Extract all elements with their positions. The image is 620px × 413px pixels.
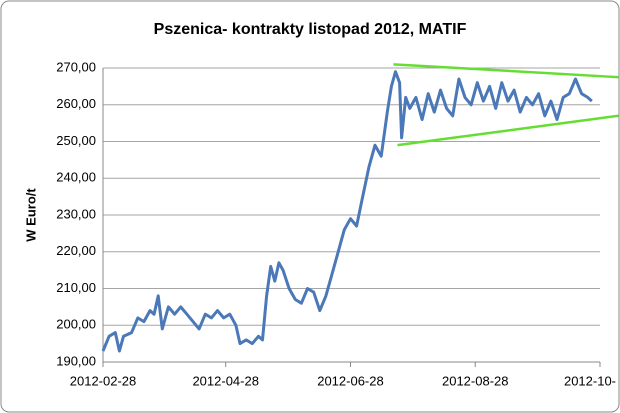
y-tick-label: 210,00 (56, 280, 96, 295)
y-tick-label: 270,00 (56, 59, 96, 74)
y-tick-label: 190,00 (56, 353, 96, 368)
x-tick-label: 2012-04-28 (192, 373, 259, 388)
y-tick-label: 200,00 (56, 317, 96, 332)
y-tick-label: 220,00 (56, 243, 96, 258)
x-tick-label: 2012-06-28 (317, 373, 384, 388)
trend-line (397, 114, 619, 147)
y-tick-label: 250,00 (56, 133, 96, 148)
x-tick-label: 2012-10- (564, 373, 616, 388)
y-tick-label: 230,00 (56, 206, 96, 221)
y-axis-label: W Euro/t (23, 188, 38, 242)
y-tick-label: 260,00 (56, 96, 96, 111)
chart-title: Pszenica- kontrakty listopad 2012, MATIF (154, 21, 467, 38)
y-tick-label: 240,00 (56, 170, 96, 185)
x-tick-label: 2012-02-28 (70, 373, 137, 388)
trend-line (393, 63, 619, 79)
x-tick-label: 2012-08-28 (442, 373, 509, 388)
data-line (101, 70, 593, 353)
